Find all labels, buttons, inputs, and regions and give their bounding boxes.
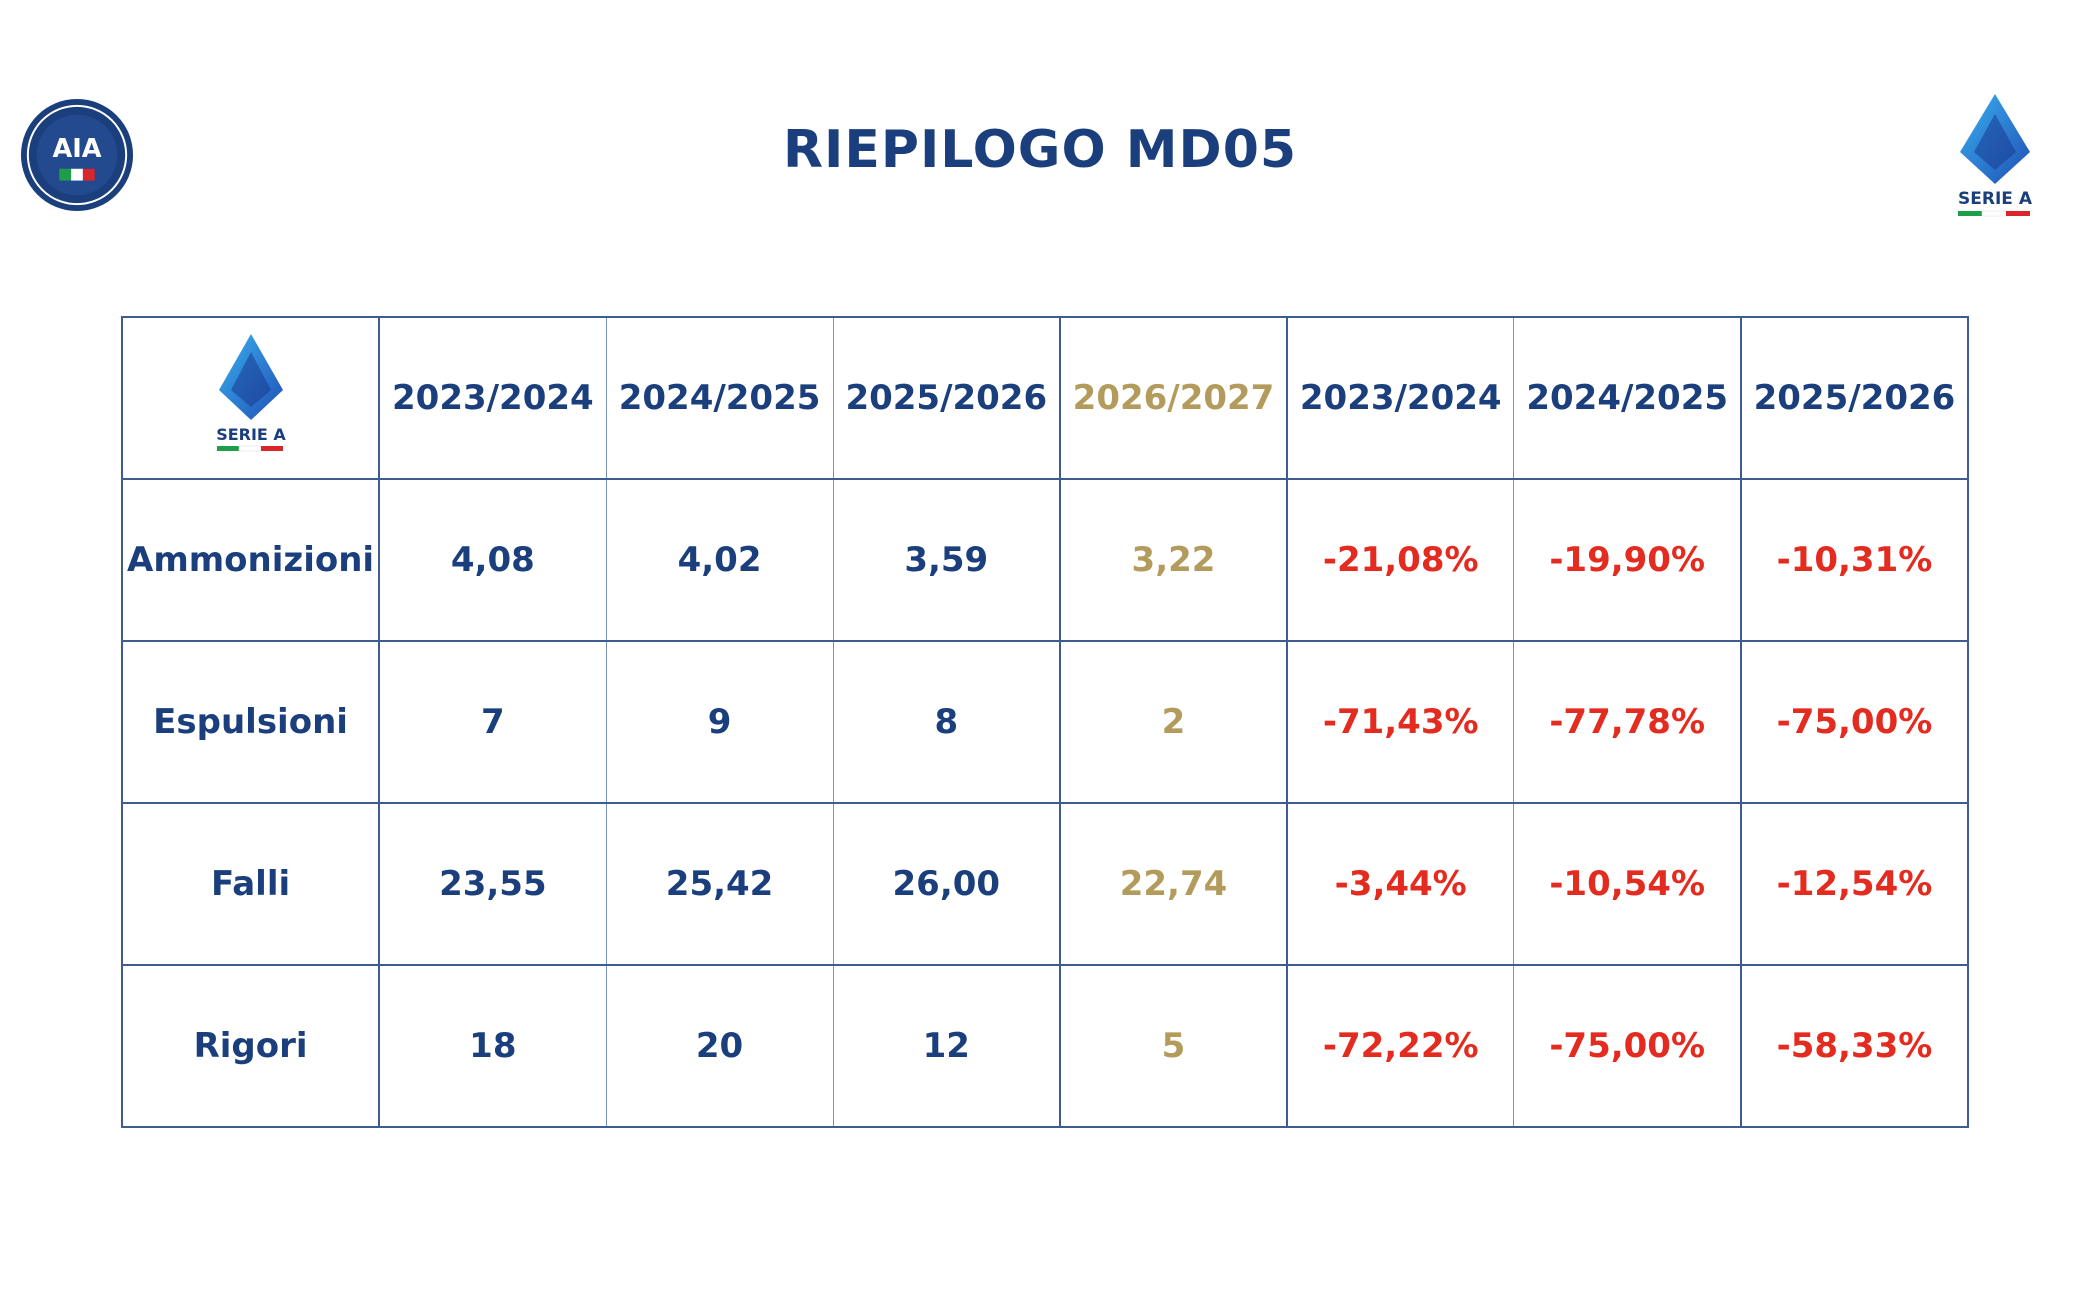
delta-cell: -71,43% [1286, 640, 1515, 804]
header-season-current: 2026/2027 [1059, 316, 1288, 480]
table-row: Espulsioni 7 9 8 2 -71,43% -77,78% -75,0… [120, 640, 1970, 804]
delta-cell: -75,00% [1513, 964, 1742, 1128]
value-cell: 7 [378, 640, 607, 804]
value-cell-current: 2 [1059, 640, 1288, 804]
header-delta-season: 2023/2024 [1286, 316, 1515, 480]
value-cell: 8 [832, 640, 1061, 804]
serie-a-logo-text: SERIE A [1958, 189, 2033, 209]
header-delta-season: 2025/2026 [1739, 316, 1970, 480]
aia-logo: AIA [20, 98, 134, 212]
delta-cell: -3,44% [1286, 802, 1515, 966]
delta-cell: -10,31% [1739, 478, 1970, 642]
value-cell: 23,55 [378, 802, 607, 966]
delta-cell: -58,33% [1739, 964, 1970, 1128]
table-header-row: SERIE A 2023/2024 2024/2025 2025/2026 20… [120, 316, 1970, 480]
value-cell: 20 [605, 964, 834, 1128]
table-corner-logo: SERIE A [120, 316, 381, 480]
value-cell: 26,00 [832, 802, 1061, 966]
value-cell: 3,59 [832, 478, 1061, 642]
delta-cell: -12,54% [1739, 802, 1970, 966]
value-cell-current: 5 [1059, 964, 1288, 1128]
value-cell: 12 [832, 964, 1061, 1128]
row-label: Falli [120, 802, 381, 966]
value-cell: 25,42 [605, 802, 834, 966]
row-label: Rigori [120, 964, 381, 1128]
serie-a-logo: SERIE A [1958, 94, 2033, 217]
summary-table: SERIE A 2023/2024 2024/2025 2025/2026 20… [120, 316, 1970, 1128]
table-row: Falli 23,55 25,42 26,00 22,74 -3,44% -10… [120, 802, 1970, 966]
row-label: Espulsioni [120, 640, 381, 804]
table-row: Ammonizioni 4,08 4,02 3,59 3,22 -21,08% … [120, 478, 1970, 642]
value-cell: 4,02 [605, 478, 834, 642]
value-cell: 18 [378, 964, 607, 1128]
delta-cell: -72,22% [1286, 964, 1515, 1128]
table-row: Rigori 18 20 12 5 -72,22% -75,00% -58,33… [120, 964, 1970, 1128]
header-delta-season: 2024/2025 [1513, 316, 1742, 480]
delta-cell: -10,54% [1513, 802, 1742, 966]
serie-a-table-logo: SERIE A [216, 333, 286, 451]
header-season: 2025/2026 [832, 316, 1061, 480]
row-label: Ammonizioni [120, 478, 381, 642]
aia-logo-text: AIA [52, 134, 101, 164]
header-season: 2024/2025 [605, 316, 834, 480]
page-title: RIEPILOGO MD05 [782, 120, 1298, 180]
value-cell-current: 3,22 [1059, 478, 1288, 642]
delta-cell: -77,78% [1513, 640, 1742, 804]
delta-cell: -75,00% [1739, 640, 1970, 804]
value-cell: 9 [605, 640, 834, 804]
value-cell: 4,08 [378, 478, 607, 642]
value-cell-current: 22,74 [1059, 802, 1288, 966]
header-season: 2023/2024 [378, 316, 607, 480]
serie-a-table-logo-text: SERIE A [216, 425, 286, 444]
delta-cell: -21,08% [1286, 478, 1515, 642]
delta-cell: -19,90% [1513, 478, 1742, 642]
